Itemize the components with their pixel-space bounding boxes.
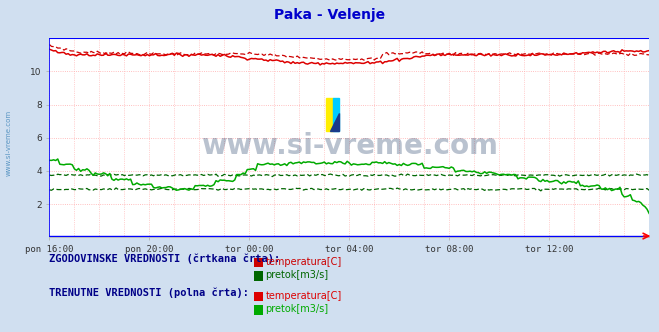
Text: temperatura[C]: temperatura[C]: [266, 291, 342, 301]
Polygon shape: [330, 113, 339, 131]
Text: www.si-vreme.com: www.si-vreme.com: [201, 132, 498, 160]
Text: pretok[m3/s]: pretok[m3/s]: [266, 270, 329, 280]
Text: TRENUTNE VREDNOSTI (polna črta):: TRENUTNE VREDNOSTI (polna črta):: [49, 287, 249, 298]
Text: www.si-vreme.com: www.si-vreme.com: [5, 110, 12, 176]
Text: temperatura[C]: temperatura[C]: [266, 257, 342, 267]
Text: ZGODOVINSKE VREDNOSTI (črtkana črta):: ZGODOVINSKE VREDNOSTI (črtkana črta):: [49, 254, 281, 265]
Polygon shape: [326, 98, 333, 131]
Text: Paka - Velenje: Paka - Velenje: [274, 8, 385, 22]
Text: pretok[m3/s]: pretok[m3/s]: [266, 304, 329, 314]
Polygon shape: [333, 98, 339, 131]
